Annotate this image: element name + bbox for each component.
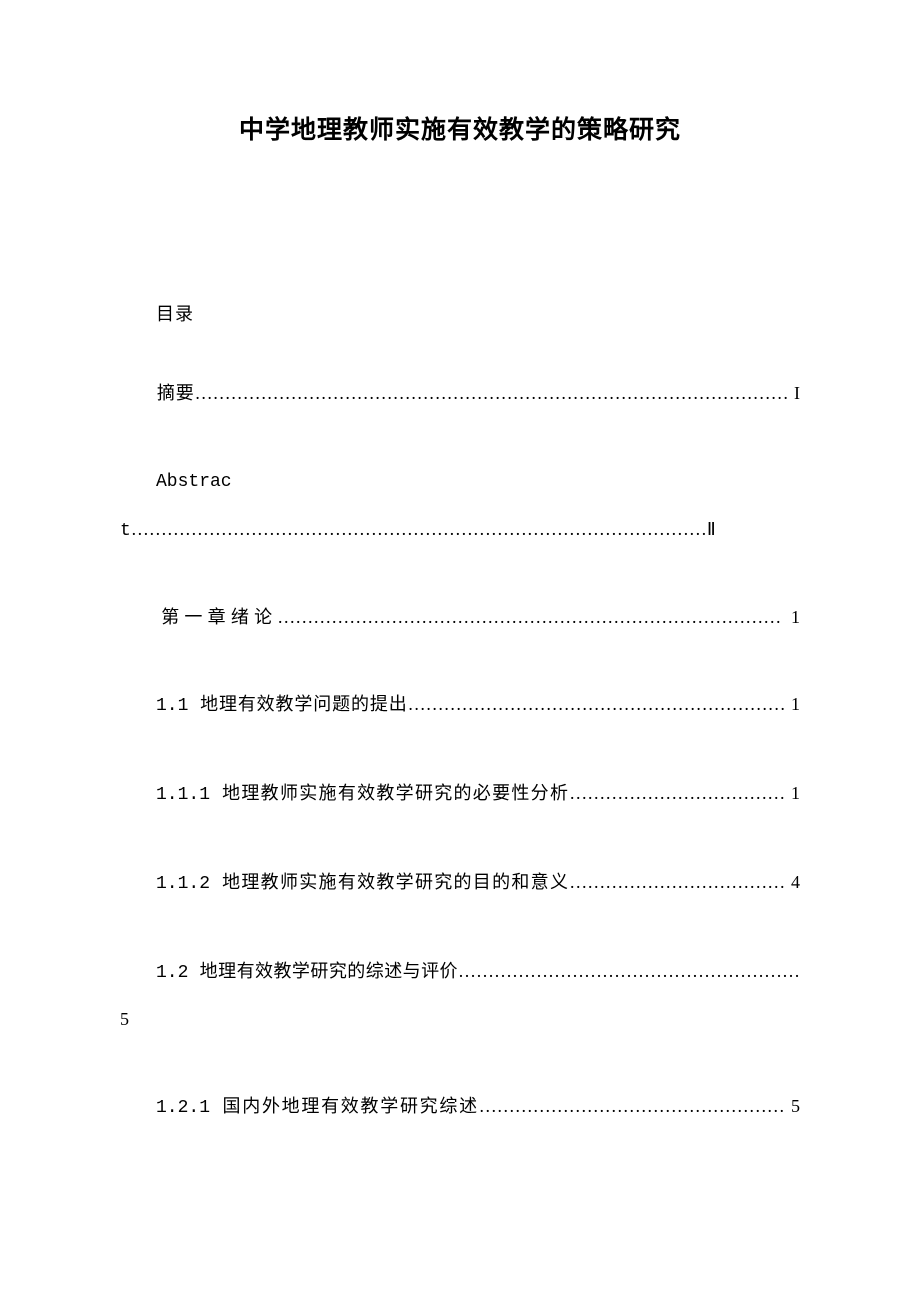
table-of-contents: 目录 摘要……………………………………………………………………………………… I… bbox=[120, 296, 800, 1132]
toc-entry: 1.1.2 地理教师实施有效教学研究的目的和意义……………………………… 4 bbox=[120, 859, 800, 908]
toc-entry: 摘要……………………………………………………………………………………… I bbox=[120, 370, 800, 417]
document-page: 中学地理教师实施有效教学的策略研究 目录 摘要……………………………………………… bbox=[0, 0, 920, 1132]
toc-heading: 目录 bbox=[120, 296, 800, 332]
toc-entry: Abstract……………………………………………………………………………………… bbox=[120, 457, 800, 555]
toc-entry: 1.1 地理有效教学问题的提出……………………………………………………… 1 bbox=[120, 681, 800, 730]
document-title: 中学地理教师实施有效教学的策略研究 bbox=[120, 110, 800, 146]
toc-entry: 1.2 地理有效教学研究的综述与评价………………………………………………… 5 bbox=[120, 948, 800, 1044]
toc-entry: 1.2.1 国内外地理有效教学研究综述…………………………………………… 5 bbox=[120, 1083, 800, 1132]
toc-entries: 摘要……………………………………………………………………………………… I Abs… bbox=[120, 370, 800, 1132]
toc-entry: 1.1.1 地理教师实施有效教学研究的必要性分析……………………………… 1 bbox=[120, 770, 800, 819]
toc-entry: 第一章绪论………………………………………………………………………… 1 bbox=[120, 594, 800, 641]
